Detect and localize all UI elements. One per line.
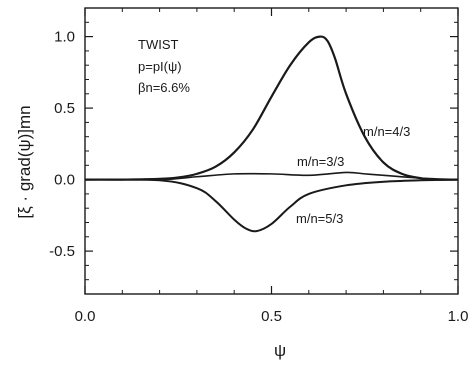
axis-ticks: 0.0 0.5 1.0 -0.5 0.0 0.5 1.0	[49, 7, 469, 325]
y-axis-label: [ξ · grad(ψ)]mn	[15, 105, 34, 218]
y-tick-label: -0.5	[49, 243, 75, 260]
y-tick-label: 0.5	[54, 100, 75, 117]
series-lines	[84, 35, 459, 233]
annotation-line-1: TWIST	[138, 37, 178, 52]
series-label-3-3: m/n=3/3	[297, 154, 344, 169]
series-label-4-3: m/n=4/3	[363, 124, 410, 139]
annotation-line-2: p=pI(ψ)	[138, 59, 182, 74]
x-tick-label: 0.0	[75, 308, 96, 325]
series-line-2	[84, 171, 459, 181]
y-tick-label: 1.0	[54, 29, 75, 46]
series-line-1	[84, 35, 459, 181]
x-axis-label: ψ	[274, 341, 286, 360]
x-tick-label: 0.5	[261, 308, 282, 325]
annotation-line-3: βn=6.6%	[138, 80, 190, 95]
series-line-3	[84, 178, 459, 233]
x-tick-label: 1.0	[448, 308, 469, 325]
y-tick-label: 0.0	[54, 172, 75, 189]
series-label-5-3: m/n=5/3	[296, 211, 343, 226]
